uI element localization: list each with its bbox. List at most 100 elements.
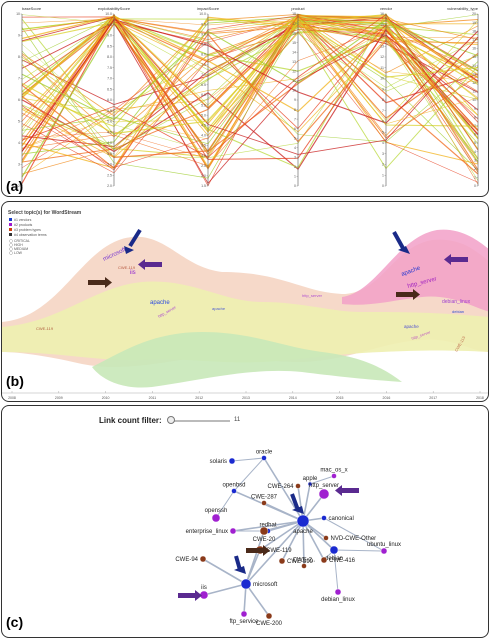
year-label: 2018	[476, 396, 484, 400]
node-label: solaris	[210, 459, 227, 465]
arrow-icon	[88, 277, 112, 288]
stream-products[interactable]	[342, 229, 489, 312]
graph-node[interactable]	[278, 557, 286, 565]
tick-label: 8.5	[201, 43, 206, 47]
node-label: CWE-416	[329, 558, 356, 564]
graph-node[interactable]	[261, 455, 267, 461]
data-polyline	[21, 16, 479, 155]
severity-radio[interactable]	[9, 251, 13, 255]
legend-label[interactable]: #3 problem types	[14, 228, 41, 232]
topic-legend[interactable]: #1 vendors #2 products #3 problem types …	[9, 218, 47, 237]
legend-label[interactable]: #4 observation terms	[14, 233, 47, 237]
link-count-slider-track[interactable]	[168, 420, 230, 422]
graph-node[interactable]	[301, 563, 307, 569]
graph-node[interactable]	[296, 514, 310, 528]
severity-label[interactable]: MEDIUM	[14, 247, 28, 251]
tick-label: 2.5	[107, 173, 112, 177]
tick-label: 15	[380, 23, 384, 27]
axis-title[interactable]: exploitabilityScore	[98, 6, 131, 11]
tick-label: 18	[292, 12, 296, 16]
year-label: 2012	[195, 396, 203, 400]
network-graph[interactable]: solaris oracle mac_os_x CWE-264 apple CWE-287…	[2, 406, 489, 638]
graph-node[interactable]	[334, 588, 342, 596]
tick-label: 13	[292, 60, 296, 64]
stream-word[interactable]: http_server	[302, 293, 323, 298]
graph-edge	[333, 549, 385, 552]
year-label: 2016	[383, 396, 391, 400]
wordstream-title: Select topic(s) for WordStream	[8, 210, 82, 216]
arrow-icon	[290, 493, 304, 514]
graph-node[interactable]	[295, 483, 301, 489]
parallel-coordinates-plot[interactable]: baseScore1098765432exploitabilityScore10…	[2, 2, 489, 197]
graph-edge	[263, 520, 304, 532]
node-label: oracle	[256, 450, 273, 456]
graph-node[interactable]	[261, 500, 267, 506]
axis-title[interactable]: impactScore	[197, 6, 220, 11]
stream-observation-terms[interactable]	[92, 332, 402, 388]
graph-node[interactable]	[240, 610, 248, 618]
severity-radio[interactable]	[9, 247, 13, 251]
stream-word[interactable]: iis	[130, 270, 136, 276]
graph-node[interactable]	[380, 547, 388, 555]
graph-node[interactable]	[240, 578, 252, 590]
graph-node[interactable]	[321, 515, 327, 521]
severity-radio[interactable]	[9, 243, 13, 247]
stream-word[interactable]: apache	[150, 300, 170, 306]
graph-node[interactable]	[320, 556, 328, 564]
tick-label: 3	[382, 152, 384, 156]
severity-radio[interactable]	[9, 239, 13, 243]
stream-word[interactable]: apache	[212, 306, 226, 311]
axis-title[interactable]: product	[291, 6, 305, 11]
node-label: enterprise_linux	[186, 529, 228, 535]
tick-label: 2.0	[201, 174, 206, 178]
graph-node[interactable]	[331, 473, 337, 479]
graph-node[interactable]	[307, 481, 313, 487]
severity-label[interactable]: HIGH	[14, 243, 23, 247]
tick-label: 6	[294, 127, 296, 131]
tick-label: 8	[474, 115, 476, 119]
axis-title[interactable]: vulnerability_type	[447, 6, 479, 11]
graph-node[interactable]	[259, 526, 269, 536]
stream-word[interactable]: debian	[452, 309, 464, 314]
stream-word[interactable]: debian_linux	[442, 299, 471, 305]
legend-label[interactable]: #1 vendors	[14, 218, 32, 222]
stream-word[interactable]: CWE-119	[118, 265, 136, 270]
tick-label: 6.0	[107, 98, 112, 102]
tick-label: 1	[474, 176, 476, 180]
tick-label: 5.0	[201, 113, 206, 117]
wordstream-chart[interactable]: Select topic(s) for WordStream #1 vendor…	[2, 202, 489, 402]
severity-legend[interactable]: CRITICAL HIGH MEDIUM LOW	[9, 239, 31, 255]
tick-label: 8.5	[107, 44, 112, 48]
severity-label[interactable]: CRITICAL	[14, 239, 30, 243]
graph-node[interactable]	[199, 555, 207, 563]
tick-label: 10	[380, 77, 384, 81]
data-polyline	[21, 16, 479, 159]
stream-word[interactable]: CWE-119	[36, 326, 54, 331]
graph-node[interactable]	[329, 545, 339, 555]
data-polyline	[21, 27, 479, 185]
node-label: apple	[303, 476, 318, 482]
legend-label[interactable]: #2 products	[14, 223, 33, 227]
link-count-slider-handle[interactable]	[167, 416, 176, 424]
data-polyline	[21, 19, 479, 152]
graph-node[interactable]	[323, 535, 329, 541]
graph-node[interactable]	[211, 513, 221, 523]
severity-label[interactable]: LOW	[14, 251, 23, 255]
axis-title[interactable]: baseScore	[22, 6, 42, 11]
graph-node[interactable]	[265, 612, 273, 620]
tick-label: 10	[472, 98, 476, 102]
tick-label: 11	[472, 90, 476, 94]
graph-node[interactable]	[318, 488, 330, 500]
wordstream-panel: Select topic(s) for WordStream #1 vendor…	[1, 201, 489, 402]
graph-node[interactable]	[228, 457, 236, 465]
stream-word[interactable]: http_server	[411, 329, 432, 341]
axis-title[interactable]: vendor	[380, 6, 393, 11]
graph-node[interactable]	[231, 488, 237, 494]
node-label: debian	[325, 556, 343, 562]
arrow-icon	[124, 228, 142, 254]
graph-node[interactable]	[229, 527, 237, 535]
stream-vendors[interactable]	[2, 281, 489, 363]
tick-label: 18	[472, 29, 476, 33]
tick-label: 12	[380, 55, 384, 59]
stream-word[interactable]: apache	[404, 324, 419, 329]
